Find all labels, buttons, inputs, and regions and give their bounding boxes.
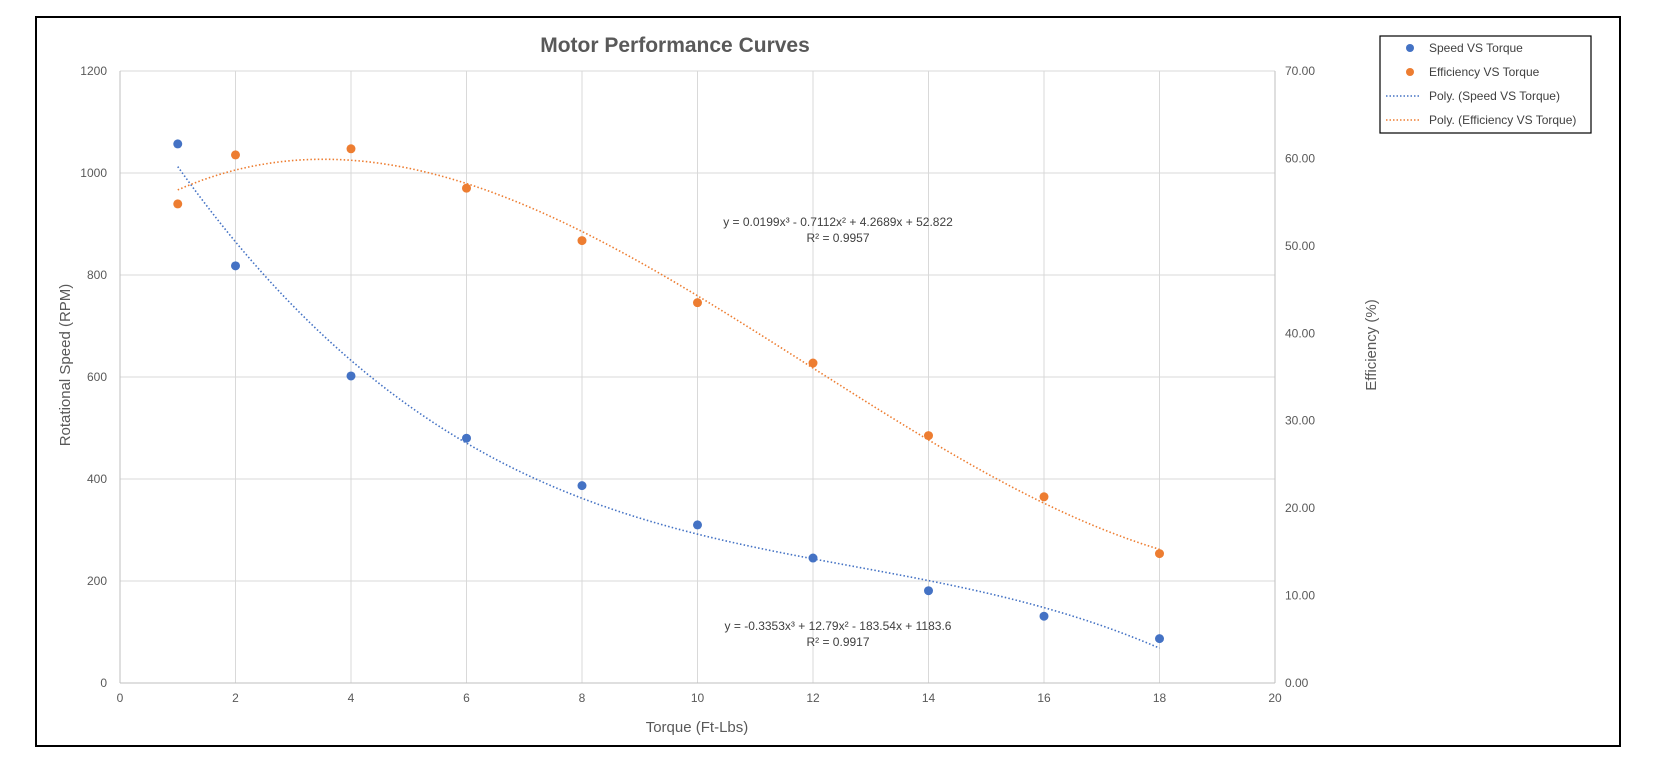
speed-point [577,481,587,491]
speed-point [693,520,702,530]
legend-speed-marker [1406,44,1414,52]
y2-tick-label: 10.00 [1285,589,1315,603]
trendlines [177,158,1160,649]
axes: 0 2 4 6 8 10 12 14 16 18 200200400600800100012000.… [80,64,1315,705]
y2-axis-title: Efficiency (%) [1363,299,1380,390]
y-tick-label: 200 [87,574,107,588]
y-tick-label: 600 [87,370,107,384]
y2-tick-label: 50.00 [1285,239,1315,253]
gridlines [119,70,1276,684]
legend-efficiency-trend-label: Poly. (Efficiency VS Torque) [1429,113,1576,127]
x-tick-label: 14 [922,691,936,705]
x-tick-label: 12 [806,691,820,705]
x-tick-label: 16 [1037,691,1051,705]
speed-trend-equation: y = -0.3353x³ + 12.79x² - 183.54x + 1183… [725,619,952,633]
speed-point [462,433,471,443]
y-tick-label: 1200 [80,64,107,78]
legend-speed-label: Speed VS Torque [1429,41,1523,55]
y2-tick-label: 60.00 [1285,151,1315,165]
x-tick-label: 8 [579,691,586,705]
data-points [173,139,1164,644]
y2-tick-label: 0.00 [1285,676,1309,690]
legend-efficiency-label: Efficiency VS Torque [1429,65,1540,79]
speed-point [1039,611,1049,621]
speed-point [346,371,356,381]
legend-box [1379,35,1592,134]
efficiency-point [346,144,356,154]
chart-frame [35,16,1621,747]
efficiency-trend-r2: R² = 0.9957 [806,231,869,245]
efficiency-trendline [177,158,1160,551]
speed-point [231,261,240,271]
x-axis-title: Torque (Ft-Lbs) [646,719,749,736]
speed-trend-r2: R² = 0.9917 [806,635,869,649]
speed-point [808,553,818,563]
x-tick-label: 18 [1153,691,1167,705]
legend-speed-trend-label: Poly. (Speed VS Torque) [1429,89,1560,103]
y2-tick-label: 40.00 [1285,326,1315,340]
efficiency-trend-equation: y = 0.0199x³ - 0.7112x² + 4.2689x + 52.8… [723,215,953,229]
x-tick-label: 4 [348,691,355,705]
x-tick-label: 20 [1268,691,1282,705]
chart-title: Motor Performance Curves [540,34,810,57]
y2-tick-label: 30.00 [1285,414,1315,428]
legend-efficiency-marker [1406,68,1414,76]
efficiency-point [808,358,818,368]
speed-point [1155,634,1164,644]
x-tick-label: 6 [463,691,470,705]
speed-point [173,139,183,149]
x-tick-label: 10 [691,691,705,705]
efficiency-point [462,183,471,193]
efficiency-point [924,431,933,441]
y2-tick-label: 70.00 [1285,64,1315,78]
y-tick-label: 0 [100,676,107,690]
efficiency-point [231,150,240,160]
efficiency-point [577,236,587,246]
y-axis-title: Rotational Speed (RPM) [57,284,74,447]
legend: Speed VS Torque Efficiency VS Torque Pol… [1379,35,1592,134]
y-tick-label: 1000 [80,166,107,180]
x-tick-label: 0 [117,691,124,705]
efficiency-point [1039,492,1049,502]
efficiency-point [693,298,702,308]
y2-tick-label: 20.00 [1285,501,1315,515]
y-tick-label: 400 [87,472,107,486]
speed-point [924,586,933,596]
x-tick-label: 2 [232,691,239,705]
y-tick-label: 800 [87,268,107,282]
efficiency-point [1155,549,1164,559]
efficiency-point [173,199,183,209]
speed-trendline [177,166,1160,649]
